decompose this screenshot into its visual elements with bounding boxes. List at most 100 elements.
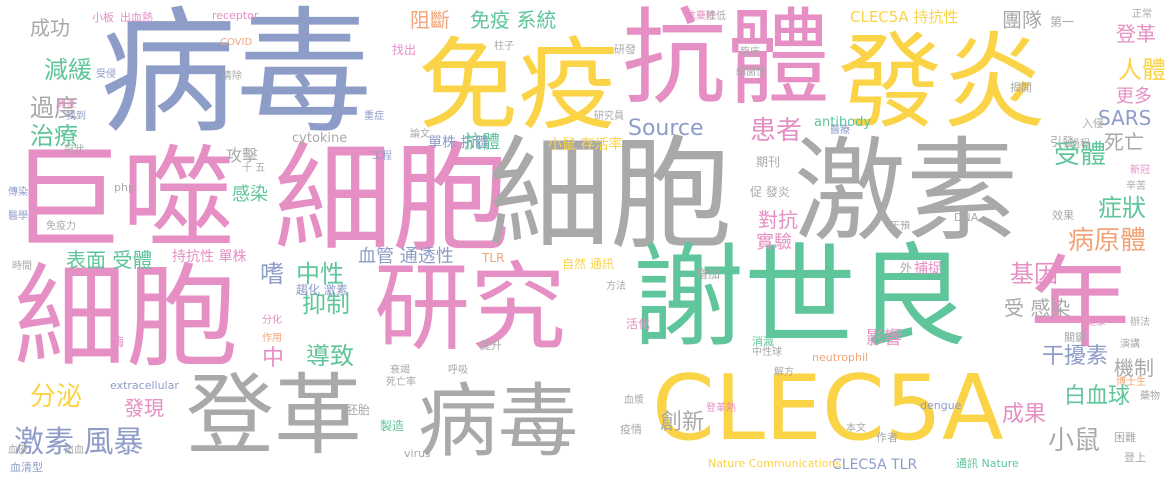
word-bingyuanti: 病原體: [1068, 226, 1147, 256]
word-banfa: 辦法: [1130, 317, 1150, 328]
word-shuaiti: 衰竭: [390, 365, 410, 376]
word-zhongxing: 中性: [296, 260, 344, 288]
word-kangyaoxing: 抗藥性: [686, 11, 716, 22]
word-ziran-tongxun: 自然 通訊: [562, 257, 614, 271]
word-mei: 酶: [112, 335, 125, 349]
word-jiefang: 解方: [774, 367, 794, 378]
word-renti: 人體: [1118, 56, 1166, 84]
word-xijunxing: 細菌性: [736, 67, 766, 78]
word-bucuo: 捕捉: [914, 261, 942, 277]
word-nian: 年: [1030, 245, 1130, 362]
word-yaowu: 藥物: [1140, 391, 1160, 402]
word-guocheng: 過程: [1070, 139, 1090, 150]
word-ganyu: 干預: [890, 221, 910, 232]
word-dengge-large: 登革: [186, 364, 363, 467]
word-siwang: 死亡: [1104, 130, 1144, 154]
word-shiyan: 實驗: [756, 232, 792, 253]
word-jianhuan: 減緩: [44, 56, 92, 84]
word-dengge-v: 登革: [1116, 22, 1156, 46]
word-xieshiliang: 謝世良: [632, 233, 968, 363]
word-guodu: 過度: [30, 94, 78, 122]
word-xiaohuan: 消滅: [752, 335, 774, 348]
word-sars: SARS: [1098, 106, 1152, 130]
word-huanzhe: 患者: [750, 116, 803, 146]
word-xiaoban: 小板: [92, 11, 114, 24]
word-jisu: 激素: [794, 127, 1018, 257]
word-zhongxingqiu: 中性球: [752, 347, 782, 358]
word-fenhua: 分化: [262, 315, 282, 326]
word-xinguan: 新冠: [1130, 165, 1150, 176]
word-fenmi: 分泌: [30, 382, 83, 412]
word-covid: COVID: [220, 37, 253, 48]
word-tisheng: 提升: [480, 339, 502, 352]
word-fayan: 發炎: [838, 21, 1047, 143]
word-danzhu-kangti: 單株 抗體: [428, 135, 489, 151]
word-antibody: antibody: [814, 115, 872, 130]
word-zhaodao: 找到: [66, 111, 86, 122]
word-daozhi: 導致: [306, 342, 354, 370]
word-shouqin: 受侵: [96, 69, 116, 80]
word-baixueqiu-a: 白血球: [1064, 384, 1131, 409]
word-kangti-small: 抗體: [464, 132, 500, 153]
word-shiwu: 十 五: [242, 163, 266, 174]
word-zhiliao: 治療: [30, 122, 78, 150]
word-clec5a-large: CLEC5A: [652, 356, 1004, 461]
word-extracellular: extracellular: [110, 379, 179, 392]
word-biaomian-shouti: 表面 受體: [66, 248, 153, 272]
word-yiliao: 醫療: [830, 125, 850, 136]
word-zhaochu: 找出: [392, 43, 417, 57]
word-qikan: 期刊: [756, 155, 781, 169]
word-chuangxin: 創新: [660, 410, 705, 435]
word-gengduo: 更多: [1116, 86, 1152, 107]
word-xueguan: 血管 通透性: [358, 246, 454, 267]
word-yiqing: 疫情: [620, 423, 642, 436]
word-chenggong: 成功: [30, 16, 70, 40]
word-guanzhuang: 冠狀: [64, 145, 84, 156]
word-shijian: 時間: [12, 261, 32, 272]
word-ganran-a: 感染: [232, 184, 268, 205]
word-xibao-a: 細胞: [274, 130, 511, 268]
word-jizhi: 機制: [1114, 356, 1154, 380]
word-dna: DNA: [954, 211, 979, 224]
word-boshi: 博士生: [1116, 377, 1146, 388]
word-chengguo: 成果: [1002, 402, 1047, 427]
word-tongxun-nature: 通訊 Nature: [956, 457, 1019, 470]
word-xueqingxing: 血清型: [10, 461, 43, 474]
word-jieke: 揭開: [1010, 81, 1032, 94]
word-zengjia: 增加: [696, 267, 721, 281]
word-linchuang: 臨床: [740, 47, 760, 58]
word-zhizao: 製造: [380, 419, 405, 433]
word-virus: virus: [404, 447, 431, 460]
word-kunnan: 困難: [1114, 431, 1136, 444]
word-chuxue: 出血: [64, 445, 84, 456]
word-xueqiu: 血漿: [624, 395, 644, 406]
word-neutrophil: neutrophil: [812, 351, 869, 364]
word-jisu-fengbao: 激素 風暴: [14, 425, 144, 460]
word-duikang: 對抗: [758, 208, 798, 232]
word-zuoyong: 作用: [262, 333, 282, 344]
word-clec5a-tlr: CLEC5A TLR: [832, 457, 918, 473]
word-bingdu-large: 病毒: [100, 0, 372, 153]
word-tlr: TLR: [482, 251, 505, 265]
word-feiyan: 肺炎: [56, 99, 76, 110]
word-yixue: 醫學: [8, 211, 28, 222]
word-tuandui: 團隊: [1002, 8, 1042, 32]
word-jiyin: 基因: [1010, 260, 1058, 288]
word-php: php: [114, 181, 135, 194]
word-yanjiu: 研究: [374, 252, 566, 364]
word-mianyi: 免疫: [418, 27, 618, 144]
word-chuxue-re: 出血熱: [120, 11, 153, 24]
word-zhengfu: 正常: [1132, 9, 1152, 20]
word-chuanran: 傳染: [8, 187, 28, 198]
word-yingxiang: 影響: [866, 328, 902, 349]
word-yanfa: 研發: [614, 43, 636, 56]
word-benwen: 本文: [846, 423, 866, 434]
word-chikangxing-danzhu: 持抗性 單株: [172, 249, 247, 265]
word-shi: 嗜: [260, 260, 284, 288]
word-ganraosu: 干擾素: [1042, 344, 1109, 369]
word-wai: 外: [900, 261, 913, 275]
word-siwanglv: 死亡率: [386, 377, 416, 388]
word-zuozhe: 作者: [876, 431, 898, 444]
word-dengge-re: 登革熱: [706, 403, 736, 414]
word-nature-comm: Nature Communications: [708, 457, 842, 470]
